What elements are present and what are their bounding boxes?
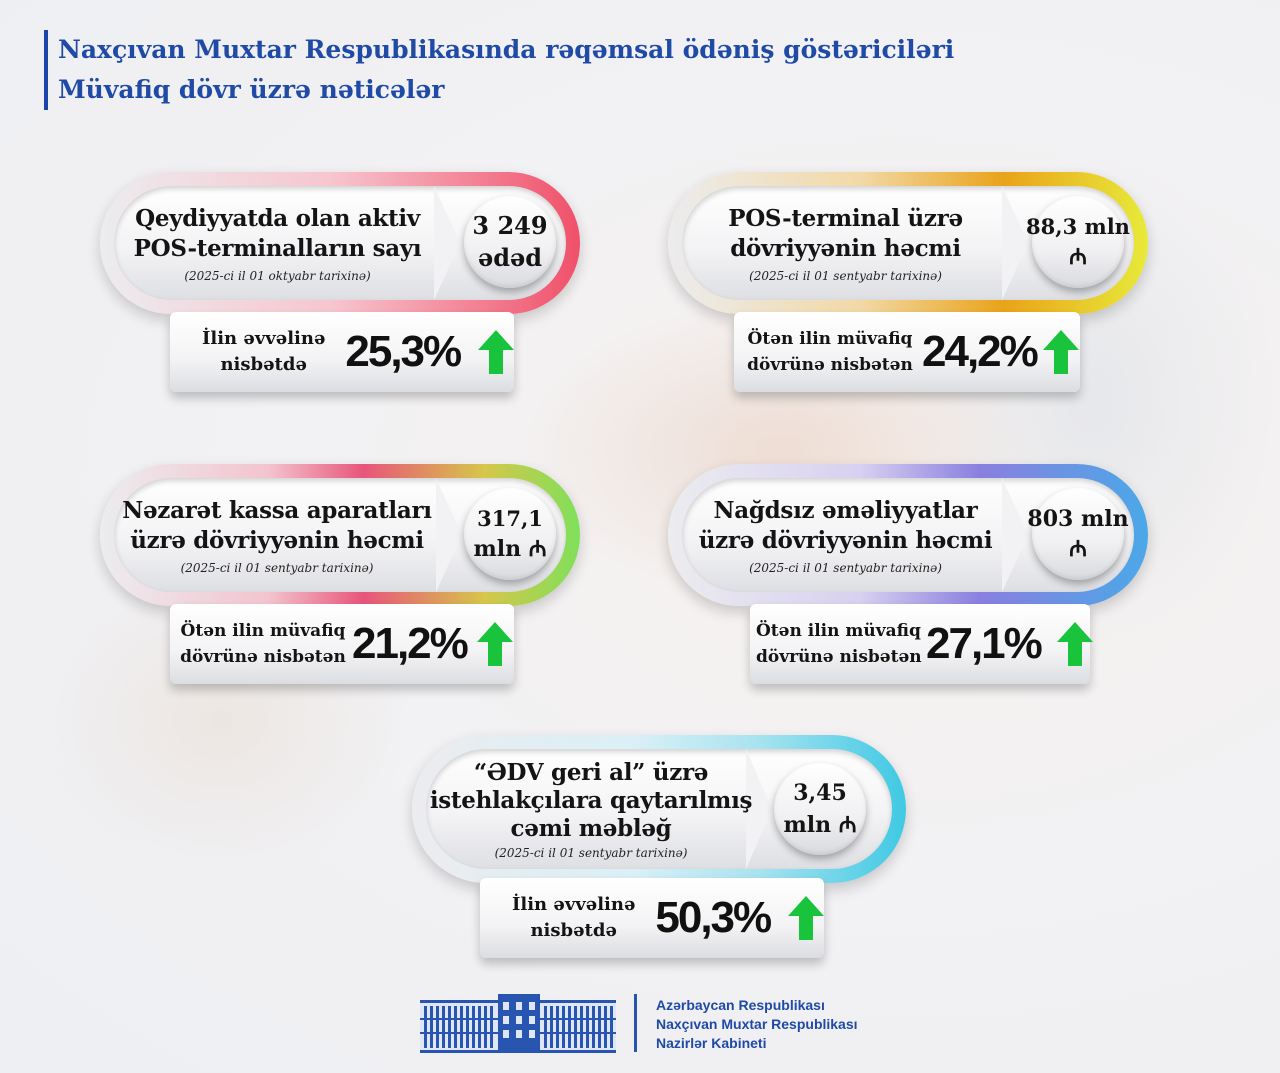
footer-line2: Naxçıvan Muxtar Respublikası bbox=[656, 1016, 858, 1032]
page-title: Naxçıvan Muxtar Respublikasında rəqəmsal… bbox=[58, 35, 955, 64]
card-label-line1: “ƏDV geri al” üzrə bbox=[473, 759, 709, 786]
card-label-line1: Qeydiyyatda olan aktiv bbox=[135, 205, 420, 232]
value-badge: 803 mln ₼ bbox=[1027, 488, 1129, 580]
comparison-label-line2: nisbətdə bbox=[530, 920, 617, 941]
card-label-line2: istehlakçılara qaytarılmış bbox=[429, 787, 753, 814]
card-cashless-turnover: Nağdsız əməliyyatlar üzrə dövriyyənin hə… bbox=[668, 464, 1158, 694]
value-unit: ₼ bbox=[1069, 536, 1087, 562]
card-date: (2025-ci il 01 oktyabr tarixinə) bbox=[184, 269, 371, 283]
card-label-line3: cəmi məbləğ bbox=[510, 815, 672, 842]
footer-divider bbox=[634, 994, 637, 1052]
footer-organization: Azərbaycan Respublikası Naxçıvan Muxtar … bbox=[656, 996, 858, 1053]
value-badge: 3,45 mln ₼ bbox=[774, 763, 866, 855]
value-number: 3,45 bbox=[793, 780, 847, 806]
comparison-label-line1: Ötən ilin müvafiq bbox=[747, 329, 913, 349]
comparison-box: İlin əvvəlinə nisbətdə 25,3% bbox=[170, 312, 515, 392]
arrow-up-icon bbox=[788, 896, 825, 940]
card-date: (2025-ci il 01 sentyabr tarixinə) bbox=[749, 561, 942, 575]
comparison-label-line2: dövrünə nisbətən bbox=[180, 647, 346, 667]
page-header: Naxçıvan Muxtar Respublikasında rəqəmsal… bbox=[44, 30, 954, 110]
government-building-logo bbox=[420, 994, 616, 1053]
card-label-line1: POS-terminal üzrə bbox=[728, 205, 963, 232]
footer-line1: Azərbaycan Respublikası bbox=[656, 997, 825, 1013]
value-number: 803 mln bbox=[1027, 506, 1129, 532]
page-subtitle: Müvafiq dövr üzrə nəticələr bbox=[58, 75, 445, 104]
comparison-label-line2: dövrünə nisbətən bbox=[756, 647, 922, 667]
card-label-line2: dövriyyənin həcmi bbox=[730, 235, 961, 262]
percent-change: 25,3% bbox=[345, 327, 462, 376]
value-unit: mln ₼ bbox=[783, 812, 857, 838]
comparison-label-line1: Ötən ilin müvafiq bbox=[756, 621, 921, 641]
comparison-box: Ötən ilin müvafiq dövrünə nisbətən 27,1% bbox=[750, 604, 1093, 684]
footer-line3: Nazirlər Kabineti bbox=[656, 1035, 767, 1051]
arrow-up-icon bbox=[1042, 330, 1079, 374]
card-date: (2025-ci il 01 sentyabr tarixinə) bbox=[180, 561, 374, 575]
value-unit: ₼ bbox=[1069, 244, 1087, 270]
comparison-box: Ötən ilin müvafiq dövrünə nisbətən 21,2% bbox=[170, 604, 514, 684]
card-label-line2: POS-terminalların sayı bbox=[133, 235, 422, 262]
arrow-up-icon bbox=[1056, 622, 1093, 666]
value-badge: 3 249 ədəd bbox=[464, 196, 556, 288]
comparison-label-line2: nisbətdə bbox=[220, 354, 307, 375]
comparison-box: İlin əvvəlinə nisbətdə 50,3% bbox=[480, 878, 825, 958]
percent-change: 27,1% bbox=[926, 619, 1043, 668]
percent-change: 50,3% bbox=[655, 893, 772, 942]
comparison-label-line1: İlin əvvəlinə bbox=[511, 894, 636, 915]
value-badge: 88,3 mln ₼ bbox=[1026, 196, 1130, 288]
value-number: 3 249 bbox=[472, 211, 548, 240]
card-label-line1: Nağdsız əməliyyatlar bbox=[713, 497, 978, 524]
card-date: (2025-ci il 01 sentyabr tarixinə) bbox=[494, 846, 688, 860]
comparison-label-line2: dövrünə nisbətən bbox=[747, 355, 913, 375]
value-number: 88,3 mln bbox=[1026, 214, 1130, 239]
comparison-label-line1: İlin əvvəlinə bbox=[201, 328, 326, 349]
comparison-box: Ötən ilin müvafiq dövrünə nisbətən 24,2% bbox=[734, 312, 1080, 392]
arrow-up-icon bbox=[478, 330, 515, 374]
comparison-label-line1: Ötən ilin müvafiq bbox=[180, 621, 346, 641]
value-badge: 317,1 mln ₼ bbox=[464, 488, 556, 580]
arrow-up-icon bbox=[476, 622, 513, 666]
card-label-line2: üzrə dövriyyənin həcmi bbox=[130, 527, 424, 554]
percent-change: 24,2% bbox=[922, 327, 1039, 376]
card-pos-turnover: POS-terminal üzrə dövriyyənin həcmi (202… bbox=[668, 172, 1158, 402]
card-label-line2: üzrə dövriyyənin həcmi bbox=[698, 527, 993, 554]
card-pos-terminals-count: Qeydiyyatda olan aktiv POS-terminalların… bbox=[100, 172, 590, 402]
value-unit: mln ₼ bbox=[473, 536, 547, 562]
card-label-line1: Nəzarət kassa aparatları bbox=[122, 497, 432, 524]
card-vat-refund: “ƏDV geri al” üzrə istehlakçılara qaytar… bbox=[412, 735, 908, 965]
value-unit: ədəd bbox=[477, 243, 543, 272]
value-number: 317,1 bbox=[477, 506, 543, 531]
card-date: (2025-ci il 01 sentyabr tarixinə) bbox=[749, 269, 942, 283]
percent-change: 21,2% bbox=[352, 619, 469, 668]
card-cash-register-turnover: Nəzarət kassa aparatları üzrə dövriyyəni… bbox=[100, 464, 590, 694]
